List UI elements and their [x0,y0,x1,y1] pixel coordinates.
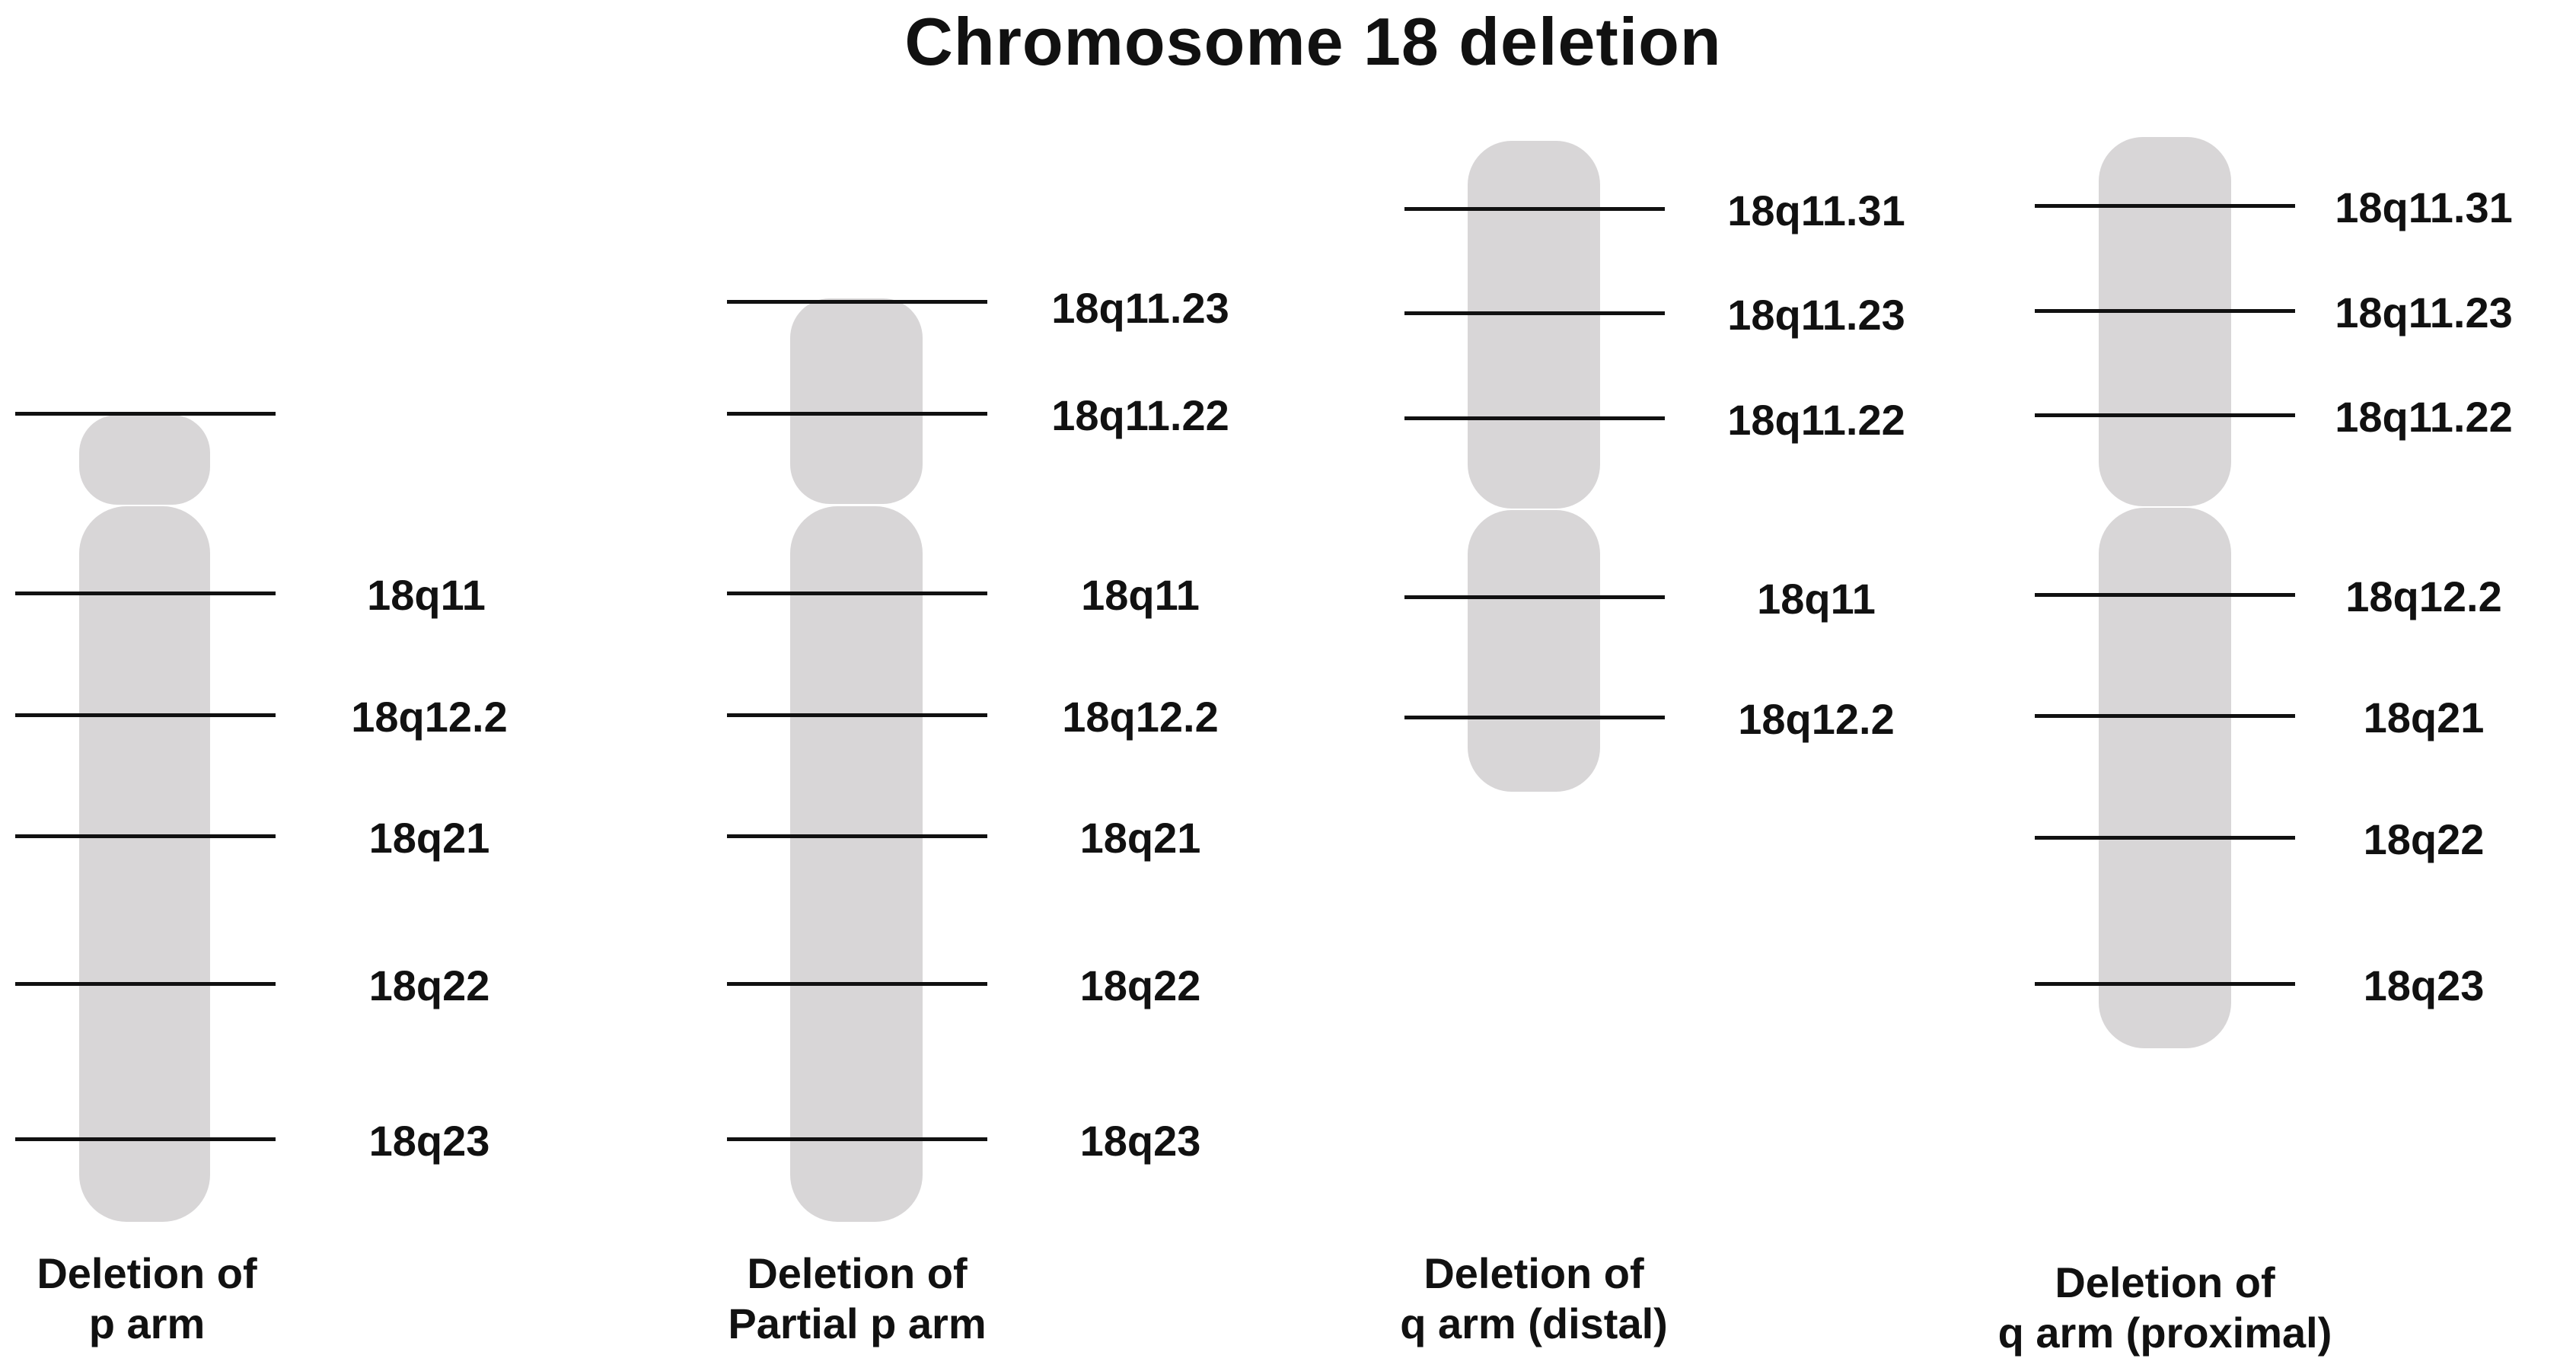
chromosome-long-arm [79,506,210,1222]
caption-line: q arm (distal) [1400,1299,1668,1347]
band-label: 18q11.22 [1051,391,1229,439]
chromosome-short-arm [790,298,923,504]
chromosome-long-arm [790,506,923,1222]
band-line [1404,716,1665,719]
band-line [2035,714,2295,718]
caption-line: Partial p arm [728,1299,987,1347]
band-label: 18q11.23 [1051,284,1229,332]
band-label: 18q12.2 [351,693,508,741]
band-line [2035,836,2295,840]
band-label: 18q22 [368,961,490,1009]
band-label: 18q12.2 [1738,695,1895,743]
band-line [727,412,987,416]
band-label: 18q22 [1079,961,1201,1009]
band-line [1404,595,1665,599]
band-label: 18q11.31 [2335,183,2513,231]
band-label: 18q23 [1079,1117,1201,1165]
band-label: 18q23 [2363,961,2485,1009]
band-line [15,834,276,838]
chromosome-lower-segment [1468,510,1600,792]
band-line [727,592,987,595]
band-line [2035,413,2295,417]
band-line [1404,416,1665,420]
caption-line: p arm [88,1299,206,1347]
diagram-title: Chromosome 18 deletion [904,4,1722,79]
band-label: 18q11 [1757,575,1876,623]
band-label: 18q23 [368,1117,490,1165]
band-line [15,412,276,416]
chromosome-lower-segment [2099,508,2231,1048]
chromosome-upper-segment [2099,137,2231,506]
band-label: 18q12.2 [1062,693,1219,741]
band-label: 18q11.22 [1727,396,1905,444]
caption-line: Deletion of [2055,1258,2275,1306]
band-line [2035,593,2295,597]
band-line [2035,982,2295,986]
band-line [727,982,987,986]
band-label: 18q21 [368,814,490,862]
band-line [727,713,987,717]
chromosome-upper-segment [1468,141,1600,509]
chromosome-short-arm [79,415,210,505]
caption-line: Deletion of [37,1249,257,1297]
band-line [727,1137,987,1141]
band-line [15,592,276,595]
panel-caption: Deletion of q arm (distal) [1306,1248,1762,1349]
band-line [15,982,276,986]
panel-caption: Deletion of Partial p arm [629,1248,1086,1349]
band-label: 18q21 [2363,694,2485,741]
panel-caption: Deletion of q arm (proximal) [1937,1258,2393,1358]
band-label: 18q22 [2363,815,2485,863]
band-label: 18q12.2 [2345,572,2502,620]
band-label: 18q11.23 [1727,291,1905,339]
caption-line: Deletion of [747,1249,968,1297]
band-label: 18q11.31 [1727,187,1905,234]
band-line [15,713,276,717]
band-line [2035,309,2295,313]
band-line [1404,311,1665,315]
band-label: 18q11.22 [2335,393,2513,441]
band-line [1404,207,1665,211]
band-line [727,300,987,304]
band-label: 18q11 [367,571,486,619]
band-label: 18q21 [1079,814,1201,862]
band-line [2035,204,2295,208]
band-label: 18q11.23 [2335,289,2513,336]
band-label: 18q11 [1081,571,1200,619]
caption-line: q arm (proximal) [1997,1309,2332,1357]
band-line [727,834,987,838]
panel-caption: Deletion of p arm [0,1248,375,1349]
band-line [15,1137,276,1141]
caption-line: Deletion of [1423,1249,1644,1297]
